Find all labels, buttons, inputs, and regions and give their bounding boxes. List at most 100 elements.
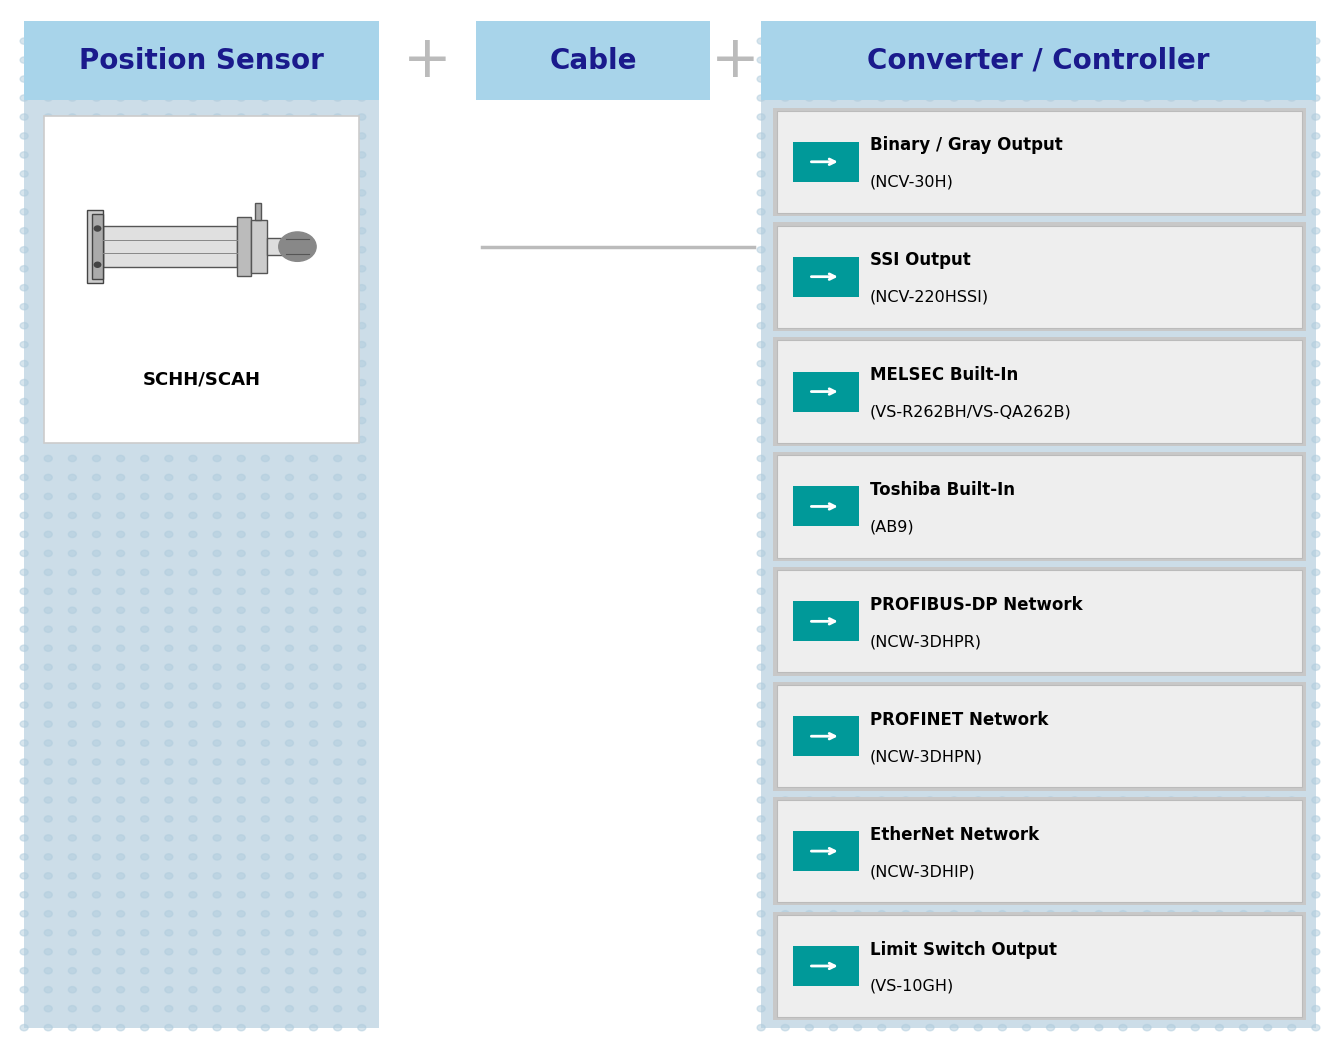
Circle shape [285, 57, 293, 63]
Circle shape [237, 930, 245, 936]
Circle shape [902, 247, 910, 253]
Circle shape [902, 949, 910, 955]
Circle shape [141, 892, 149, 898]
Circle shape [20, 209, 28, 215]
Circle shape [20, 76, 28, 82]
Circle shape [213, 854, 221, 860]
Circle shape [757, 76, 765, 82]
Circle shape [189, 683, 197, 689]
Circle shape [1047, 114, 1055, 120]
Circle shape [285, 854, 293, 860]
Circle shape [950, 398, 958, 405]
Circle shape [141, 57, 149, 63]
Circle shape [237, 645, 245, 651]
Circle shape [334, 892, 342, 898]
Circle shape [950, 436, 958, 443]
Circle shape [310, 569, 318, 575]
Circle shape [757, 1024, 765, 1031]
Circle shape [165, 930, 173, 936]
Circle shape [237, 740, 245, 746]
Circle shape [285, 152, 293, 158]
Circle shape [1047, 911, 1055, 917]
Circle shape [878, 778, 886, 784]
Circle shape [141, 436, 149, 443]
Circle shape [165, 341, 173, 348]
Circle shape [44, 266, 52, 272]
Circle shape [44, 152, 52, 158]
Circle shape [1143, 266, 1151, 272]
Circle shape [902, 266, 910, 272]
Circle shape [1047, 949, 1055, 955]
Circle shape [1288, 930, 1296, 936]
Circle shape [974, 190, 982, 196]
Circle shape [854, 1006, 862, 1012]
Circle shape [1143, 930, 1151, 936]
Circle shape [1191, 493, 1199, 500]
Circle shape [974, 266, 982, 272]
Circle shape [334, 873, 342, 879]
Circle shape [1047, 323, 1055, 329]
Circle shape [1071, 607, 1079, 613]
Circle shape [1312, 550, 1320, 557]
Circle shape [189, 323, 197, 329]
Circle shape [44, 95, 52, 101]
Circle shape [285, 949, 293, 955]
Circle shape [358, 854, 366, 860]
Circle shape [974, 285, 982, 291]
Circle shape [974, 379, 982, 386]
Circle shape [189, 550, 197, 557]
Circle shape [285, 323, 293, 329]
Circle shape [1264, 114, 1272, 120]
Circle shape [926, 512, 934, 519]
Circle shape [1119, 664, 1127, 670]
Circle shape [334, 1006, 342, 1012]
Circle shape [20, 607, 28, 613]
Circle shape [1167, 550, 1175, 557]
Circle shape [1167, 968, 1175, 974]
Circle shape [1191, 569, 1199, 575]
Circle shape [781, 171, 789, 177]
Bar [793, 601, 859, 641]
Circle shape [926, 645, 934, 651]
Circle shape [1047, 550, 1055, 557]
Circle shape [1312, 930, 1320, 936]
Circle shape [1071, 645, 1079, 651]
Circle shape [974, 341, 982, 348]
Circle shape [1095, 683, 1103, 689]
Circle shape [44, 323, 52, 329]
Circle shape [310, 171, 318, 177]
Circle shape [1071, 417, 1079, 424]
Circle shape [1215, 493, 1223, 500]
Circle shape [805, 1024, 813, 1031]
Circle shape [237, 379, 245, 386]
Circle shape [1312, 285, 1320, 291]
Circle shape [261, 285, 269, 291]
Circle shape [334, 797, 342, 803]
Circle shape [1167, 569, 1175, 575]
Circle shape [854, 892, 862, 898]
Circle shape [926, 797, 934, 803]
Circle shape [310, 645, 318, 651]
Circle shape [902, 778, 910, 784]
Circle shape [974, 645, 982, 651]
Circle shape [998, 247, 1006, 253]
Circle shape [189, 341, 197, 348]
Circle shape [261, 778, 269, 784]
Circle shape [974, 987, 982, 993]
Circle shape [950, 323, 958, 329]
Circle shape [334, 626, 342, 632]
Circle shape [20, 531, 28, 538]
Circle shape [189, 474, 197, 481]
Circle shape [165, 968, 173, 974]
Circle shape [165, 949, 173, 955]
Circle shape [189, 436, 197, 443]
Circle shape [902, 626, 910, 632]
Circle shape [213, 569, 221, 575]
Circle shape [310, 968, 318, 974]
Circle shape [310, 987, 318, 993]
Circle shape [1047, 1006, 1055, 1012]
Circle shape [902, 341, 910, 348]
Circle shape [1022, 57, 1030, 63]
Circle shape [117, 379, 125, 386]
Circle shape [1022, 209, 1030, 215]
